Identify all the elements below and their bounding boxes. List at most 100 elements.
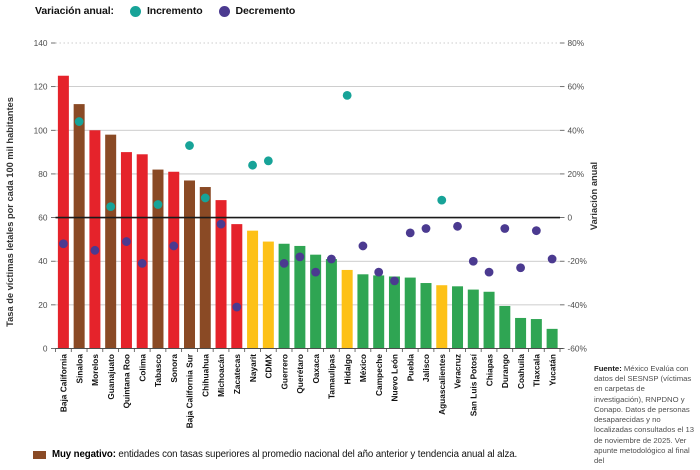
bar: [262, 241, 274, 349]
x-axis-label: Veracruz: [453, 354, 463, 389]
bar: [483, 291, 495, 349]
variation-dot: [216, 219, 226, 229]
bar: [530, 319, 542, 349]
x-axis-label: Sinaloa: [74, 354, 84, 384]
variation-dot: [484, 267, 494, 277]
x-axis-label: Tamaulipas: [327, 354, 337, 399]
decremento-label: Decremento: [235, 5, 296, 17]
bar: [373, 275, 385, 349]
x-axis-label: San Luis Potosí: [468, 353, 478, 416]
bar: [152, 169, 164, 349]
variation-dot: [342, 90, 352, 100]
bar: [231, 224, 243, 349]
variation-dot: [500, 224, 510, 233]
x-axis-label: Morelos: [90, 354, 100, 386]
x-axis-label: CDMX: [264, 354, 274, 379]
x-axis-label: Jalisco: [421, 354, 431, 382]
variation-dot: [90, 245, 100, 255]
bar: [215, 200, 227, 349]
x-axis-label: Baja California Sur: [185, 353, 195, 428]
muy-negativo-label: Muy negativo:: [52, 449, 116, 460]
legend-item-incremento: Incremento: [129, 5, 203, 17]
x-axis-label: Colima: [137, 354, 147, 382]
muy-negativo-text: entidades con tasas superiores al promed…: [118, 449, 518, 460]
variation-dot: [200, 193, 210, 203]
variation-dot: [437, 195, 447, 205]
x-axis-label: Oaxaca: [311, 354, 321, 384]
bar: [294, 245, 306, 349]
bar: [452, 286, 464, 349]
x-axis-label: Zacatecas: [232, 354, 242, 395]
variation-dot: [453, 221, 462, 231]
y-axis-tick-label-left: 0: [43, 344, 48, 354]
variation-dot: [516, 263, 525, 273]
bar: [136, 154, 148, 349]
x-axis-label: Guerrero: [279, 354, 289, 390]
x-axis-label: Yucatán: [547, 354, 557, 386]
variation-dot: [232, 302, 242, 312]
bar: [515, 317, 527, 349]
variation-dot: [468, 256, 478, 266]
bar: [388, 276, 400, 349]
variation-dot: [531, 226, 541, 236]
x-axis-label: Guanajuato: [106, 354, 116, 400]
x-axis-label: Puebla: [405, 354, 415, 382]
variation-dot: [248, 160, 257, 170]
variation-dot: [311, 267, 321, 277]
bar: [499, 305, 511, 349]
bar: [341, 269, 353, 349]
bar: [278, 243, 290, 349]
y-axis-tick-label-right: -40%: [568, 300, 588, 310]
y-axis-tick-label-left: 40: [38, 256, 48, 266]
variation-dot: [421, 224, 431, 233]
bar: [105, 134, 117, 349]
variation-dot: [122, 237, 131, 246]
bar: [357, 274, 369, 349]
y-axis-tick-label-left: 80: [38, 169, 48, 179]
y-axis-tick-label-right: -20%: [568, 256, 588, 266]
x-axis-label: Tlaxcala: [532, 354, 542, 387]
y-axis-tick-label-right: 40%: [568, 125, 585, 135]
y-axis-tick-label-right: 0: [568, 213, 573, 223]
x-axis-label: Aguascalientes: [437, 354, 447, 415]
x-axis-label: Quintana Roo: [122, 354, 132, 408]
x-axis-label: Querétaro: [295, 354, 305, 394]
bar: [120, 152, 132, 349]
bar: [168, 171, 180, 349]
muy-negativo-definition: Muy negativo: entidades con tasas superi…: [52, 449, 517, 461]
x-axis-label: Hidalgo: [342, 354, 352, 384]
bar: [404, 277, 416, 349]
x-axis-label: Baja California: [59, 354, 69, 412]
bar: [325, 259, 337, 349]
variation-dot: [74, 117, 84, 126]
bar: [184, 180, 196, 349]
x-axis-label: Tabasco: [153, 354, 163, 387]
x-axis-label: Campeche: [374, 354, 384, 396]
bar: [436, 285, 448, 349]
variation-dot: [390, 276, 399, 286]
incremento-dot-icon: [129, 5, 141, 17]
y-axis-tick-label-left: 60: [38, 213, 48, 223]
x-axis-label: Nuevo León: [390, 354, 400, 401]
bar: [467, 289, 479, 349]
x-axis-label: Michoacán: [216, 354, 226, 397]
y-axis-tick-label-left: 20: [38, 300, 48, 310]
variation-legend: Variación anual: Incremento Decremento: [35, 5, 295, 17]
muy-negativo-swatch-icon: [33, 451, 46, 459]
category-legend: Muy negativo: entidades con tasas superi…: [33, 449, 663, 461]
variation-dot: [295, 252, 305, 262]
y-axis-title-right: Variación anual: [589, 162, 599, 230]
bar: [420, 283, 432, 349]
bar: [310, 254, 322, 349]
legend-item-decremento: Decremento: [218, 5, 296, 17]
y-axis-title-left: Tasa de víctimas letales por cada 100 mi…: [5, 97, 15, 327]
decremento-dot-icon: [218, 5, 230, 17]
x-axis-label: Sonora: [169, 354, 179, 383]
bar: [199, 187, 211, 349]
y-axis-tick-label-right: 80%: [568, 38, 585, 48]
bar: [546, 328, 558, 349]
variation-dot: [326, 254, 336, 264]
bar: [89, 130, 101, 349]
source-note: Fuente: México Evalúa con datos del SESN…: [594, 364, 696, 466]
